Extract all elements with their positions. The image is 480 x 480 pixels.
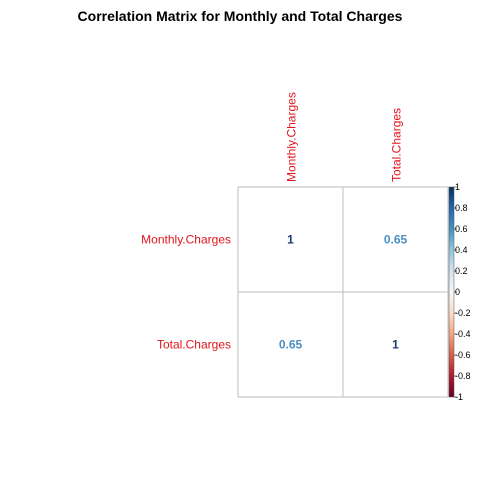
colorbar-tick-label: 0.2 [455, 266, 468, 276]
cell-values: 1 0.65 0.65 1 [279, 233, 408, 352]
column-labels: Monthly.Charges Total.Charges [285, 92, 404, 182]
colorbar-tick-label: 0.4 [455, 245, 468, 255]
matrix-grid [237, 186, 449, 398]
cell-value: 1 [392, 338, 399, 352]
colorbar-tick-label: 0 [455, 287, 460, 297]
colorbar-tick-label: 0.8 [455, 203, 468, 213]
chart-title: Correlation Matrix for Monthly and Total… [78, 8, 403, 24]
colorbar-tick-label: -0.6 [455, 350, 471, 360]
colorbar-legend: 1 0.8 0.6 0.4 0.2 0 -0.2 -0.4 -0.6 -0.8 -1 [448, 182, 471, 402]
column-label: Total.Charges [390, 108, 404, 182]
cell-value: 0.65 [279, 338, 303, 352]
matrix-cell [342, 186, 449, 293]
matrix-cell [237, 291, 344, 398]
matrix-cell [237, 186, 344, 293]
colorbar-tick-label: -0.8 [455, 371, 471, 381]
row-labels: Monthly.Charges Total.Charges [141, 233, 231, 352]
colorbar-tick-label: -0.2 [455, 308, 471, 318]
column-label: Monthly.Charges [285, 92, 299, 182]
cell-value: 1 [287, 233, 294, 247]
matrix-cell [342, 291, 449, 398]
colorbar-tick-label: 0.6 [455, 224, 468, 234]
colorbar-tick-label: -1 [455, 392, 463, 402]
colorbar-tick-label: 1 [455, 182, 460, 192]
row-label: Total.Charges [157, 338, 231, 352]
cell-value: 0.65 [384, 233, 408, 247]
colorbar-tick-label: -0.4 [455, 329, 471, 339]
row-label: Monthly.Charges [141, 233, 231, 247]
colorbar-gradient [448, 186, 455, 398]
